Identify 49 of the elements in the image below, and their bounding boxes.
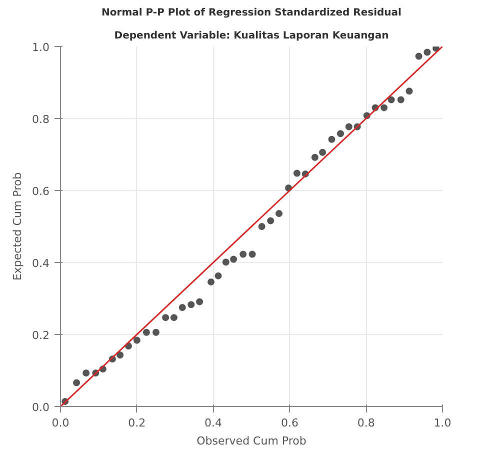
point [276,210,283,218]
point [73,379,80,386]
x-tick-label: 1.0 [434,416,452,430]
x-tick-label: 0.6 [280,416,298,430]
point [432,46,440,52]
x-tick-label: 0.4 [204,416,222,430]
point [406,88,413,95]
y-tick-label: 1.0 [32,41,50,54]
x-tick-label: 0.0 [52,416,70,430]
point [188,301,195,308]
point [380,104,388,112]
point [240,250,247,258]
point [196,298,204,306]
x-tick-label: 0.2 [128,416,146,430]
chart-title: Normal P-P Plot of Regression Standardized Residual [102,8,402,18]
point [345,123,352,130]
x-tick-label: 0.8 [357,416,375,430]
point [82,370,90,377]
point [152,328,160,336]
point [337,130,344,138]
point [116,352,124,359]
point [170,314,178,322]
y-tick-label: 0.8 [32,113,50,126]
point [293,170,300,177]
point [319,148,326,156]
point [222,258,230,266]
point [328,136,336,143]
point [133,336,140,344]
y-axis-title: Expected Cum Prob [11,172,24,281]
point [388,96,395,104]
point [311,154,318,161]
point [142,328,150,336]
point [162,314,170,322]
point [267,217,274,224]
point [415,52,422,60]
point [258,223,266,230]
point [214,272,222,280]
point [248,250,256,258]
x-axis-title: Observed Cum Prob [196,434,306,448]
y-tick-label: 0.0 [32,401,50,414]
point [208,278,215,286]
chart-subtitle: Dependent Variable: Kualitas Laporan Keuangan [114,30,389,42]
point [230,256,238,263]
point [178,304,186,311]
y-tick-label: 0.6 [32,185,50,198]
point [397,96,404,104]
point [424,48,431,56]
y-tick-label: 0.2 [32,329,50,342]
y-tick-label: 0.4 [32,257,50,270]
